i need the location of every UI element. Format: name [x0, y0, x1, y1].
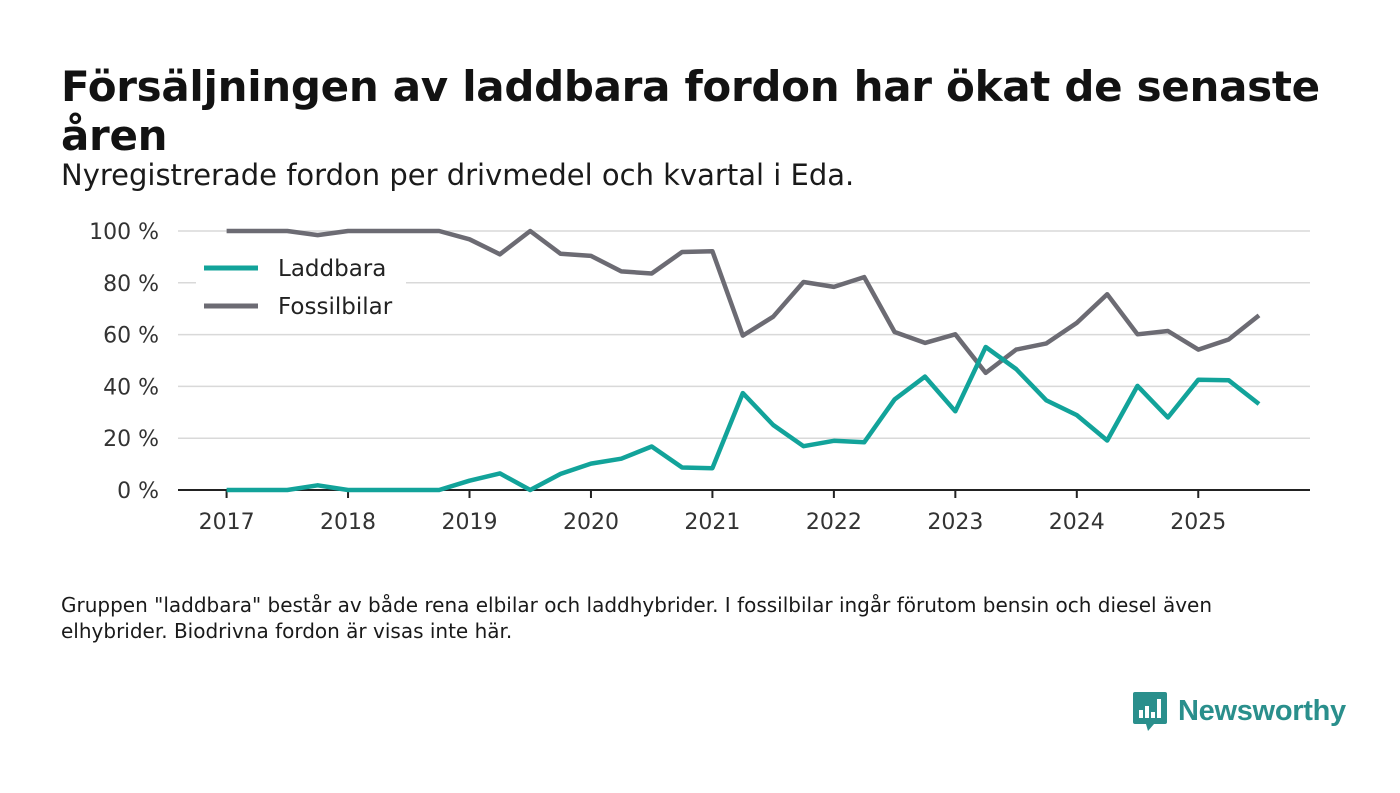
legend-label-fossilbilar: Fossilbilar — [278, 294, 393, 320]
legend-background — [196, 248, 406, 326]
legend: Laddbara Fossilbilar — [196, 248, 406, 326]
x-tick-label: 2019 — [442, 510, 498, 535]
x-tick-label: 2025 — [1170, 510, 1226, 535]
newsworthy-logo-icon — [1133, 692, 1167, 731]
brand-name: Newsworthy — [1178, 694, 1346, 727]
line-chart: 0 % 20 % 40 % 60 % 80 % 100 % 2017 2018 2019 202… — [89, 220, 1310, 535]
x-tick-label: 2017 — [199, 510, 255, 535]
chart-subtitle: Nyregistrerade fordon per drivmedel och … — [61, 158, 855, 192]
y-tick-label: 80 % — [103, 272, 159, 297]
y-tick-label: 100 % — [89, 220, 159, 245]
series-line-laddbara — [226, 344, 1261, 493]
x-tick-label: 2024 — [1049, 510, 1105, 535]
y-tick-label: 40 % — [103, 375, 159, 400]
x-tick-label: 2020 — [563, 510, 619, 535]
x-tick-label: 2023 — [927, 510, 983, 535]
y-tick-label: 20 % — [103, 427, 159, 452]
x-axis: 2017 2018 2019 2020 2021 2022 2023 2024 2025 — [178, 489, 1310, 535]
chart-title: Försäljningen av laddbara fordon har öka… — [61, 62, 1320, 160]
y-tick-label: 60 % — [103, 324, 159, 349]
series-lines — [226, 228, 1261, 493]
footnote: Gruppen "laddbara" består av både rena e… — [61, 593, 1213, 643]
y-axis-tick-labels: 0 % 20 % 40 % 60 % 80 % 100 % — [89, 220, 159, 504]
x-tick-label: 2021 — [684, 510, 740, 535]
y-tick-label: 0 % — [117, 479, 159, 504]
series-line-fossilbilar — [226, 228, 1261, 376]
x-tick-label: 2018 — [320, 510, 376, 535]
legend-label-laddbara: Laddbara — [278, 256, 386, 282]
newsworthy-logo[interactable]: Newsworthy — [1132, 690, 1346, 732]
x-tick-label: 2022 — [806, 510, 862, 535]
